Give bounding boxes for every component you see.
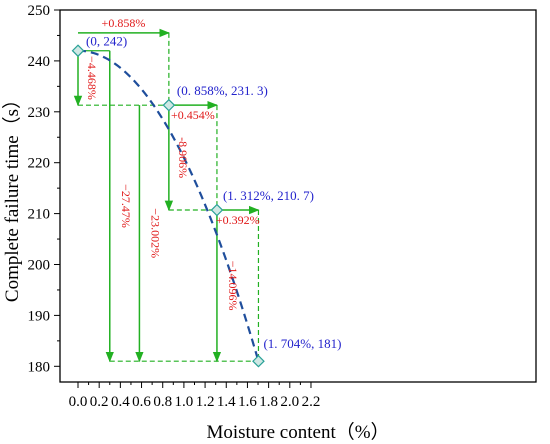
y-tick-label: 180 — [28, 359, 51, 375]
fitted-curve — [77, 49, 260, 362]
data-point-marker — [71, 44, 85, 58]
axes: 0.0 0.2 0.4 0.6 0.8 1.0 1.2 1.4 1.6 1.8 2.0 2.2 180 1… — [28, 3, 537, 410]
x-axis-title: Moisture content（%） — [206, 421, 389, 443]
x-tick-label: 1.2 — [196, 394, 215, 410]
y-axis-title: Complete failure time（s） — [1, 90, 23, 302]
data-point-marker — [162, 98, 176, 112]
data-point-label: (1. 704%, 181) — [263, 336, 341, 351]
change-label: +0.454% — [171, 108, 215, 122]
data-point-marker — [210, 203, 224, 217]
y-tick-label: 250 — [28, 3, 51, 19]
data-point-label: (0. 858%, 231. 3) — [177, 83, 268, 98]
data-markers — [71, 44, 265, 368]
x-tick-label: 0.4 — [111, 394, 130, 410]
data-point-label: (0, 242) — [86, 34, 127, 49]
x-tick-label: 1.0 — [175, 394, 194, 410]
x-tick-label: 0.6 — [132, 394, 151, 410]
plot-frame — [59, 9, 537, 383]
trend-curve-layer — [77, 49, 260, 362]
change-label: −23.002% — [148, 208, 162, 258]
change-label: −27.47% — [119, 184, 133, 228]
annotation-labels: (0, 242) (0. 858%, 231. 3) (1. 312%, 210. … — [85, 16, 341, 351]
change-label: +0.858% — [102, 16, 146, 30]
y-tick-label: 190 — [28, 308, 51, 324]
x-tick-label: 0.8 — [153, 394, 172, 410]
y-tick-label: 200 — [28, 258, 51, 274]
y-tick-label: 230 — [28, 105, 51, 121]
x-tick-label: 0.0 — [69, 394, 88, 410]
change-label: +0.392% — [216, 213, 260, 227]
x-tick-label: 1.4 — [217, 394, 236, 410]
data-point-label: (1. 312%, 210. 7) — [223, 188, 314, 203]
x-tick-label: 2.2 — [302, 394, 321, 410]
x-tick-label: 1.8 — [259, 394, 278, 410]
x-tick-label: 0.2 — [90, 394, 109, 410]
y-tick-label: 240 — [28, 54, 51, 70]
change-label: -8.906% — [176, 137, 190, 178]
data-point-marker — [252, 354, 265, 368]
guide-lines — [73, 28, 260, 363]
change-label: −4.468% — [85, 56, 99, 100]
x-tick-label: 2.0 — [280, 394, 299, 410]
change-label: −14.096% — [226, 261, 240, 311]
y-tick-label: 220 — [28, 156, 51, 172]
x-tick-label: 1.6 — [238, 394, 257, 410]
y-tick-label: 210 — [28, 207, 51, 223]
